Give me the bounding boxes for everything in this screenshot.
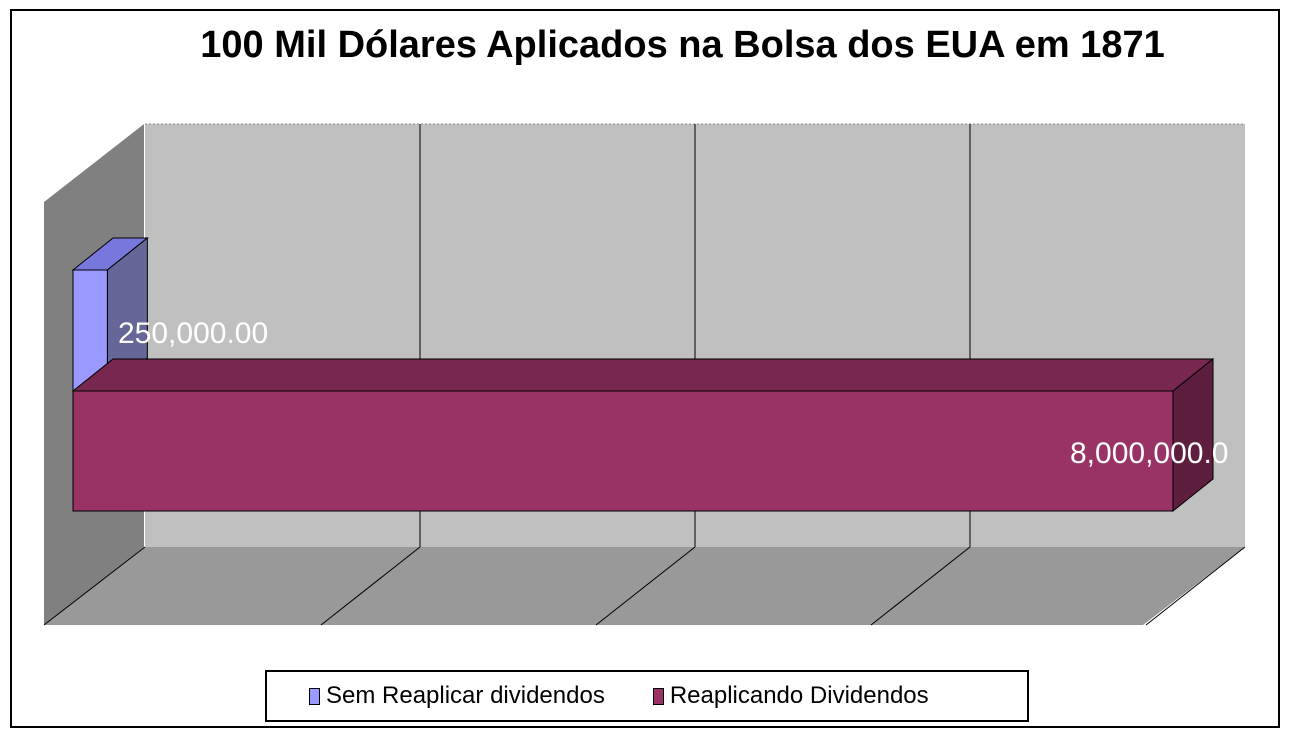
chart-legend: Sem Reaplicar dividendos Reaplicando Div… <box>265 670 1029 722</box>
legend-swatch-sem-reaplicar <box>309 687 320 705</box>
floor-gridline-2 <box>595 546 696 626</box>
data-label-sem-reaplicar: 250,000.00 <box>118 317 268 350</box>
floor <box>44 547 1245 625</box>
legend-item-reaplicando: Reaplicando Dividendos <box>652 682 929 710</box>
floor-gridline-1 <box>320 546 421 626</box>
legend-label-reaplicando: Reaplicando Dividendos <box>669 682 929 709</box>
legend-swatch-reaplicando <box>652 687 664 705</box>
data-label-reaplicando: 8,000,000.0 <box>1070 437 1228 470</box>
chart-title: 100 Mil Dólares Aplicados na Bolsa dos E… <box>200 24 1165 66</box>
legend-item-sem-reaplicar: Sem Reaplicar dividendos <box>309 682 605 710</box>
floor-gridline-3 <box>870 546 971 626</box>
floor-gridline-4 <box>1145 546 1246 626</box>
bar-1 <box>72 390 1174 512</box>
bar-top-1 <box>71 358 1215 392</box>
floor-gridline-0 <box>43 546 146 626</box>
legend-label-sem-reaplicar: Sem Reaplicar dividendos <box>326 682 605 709</box>
